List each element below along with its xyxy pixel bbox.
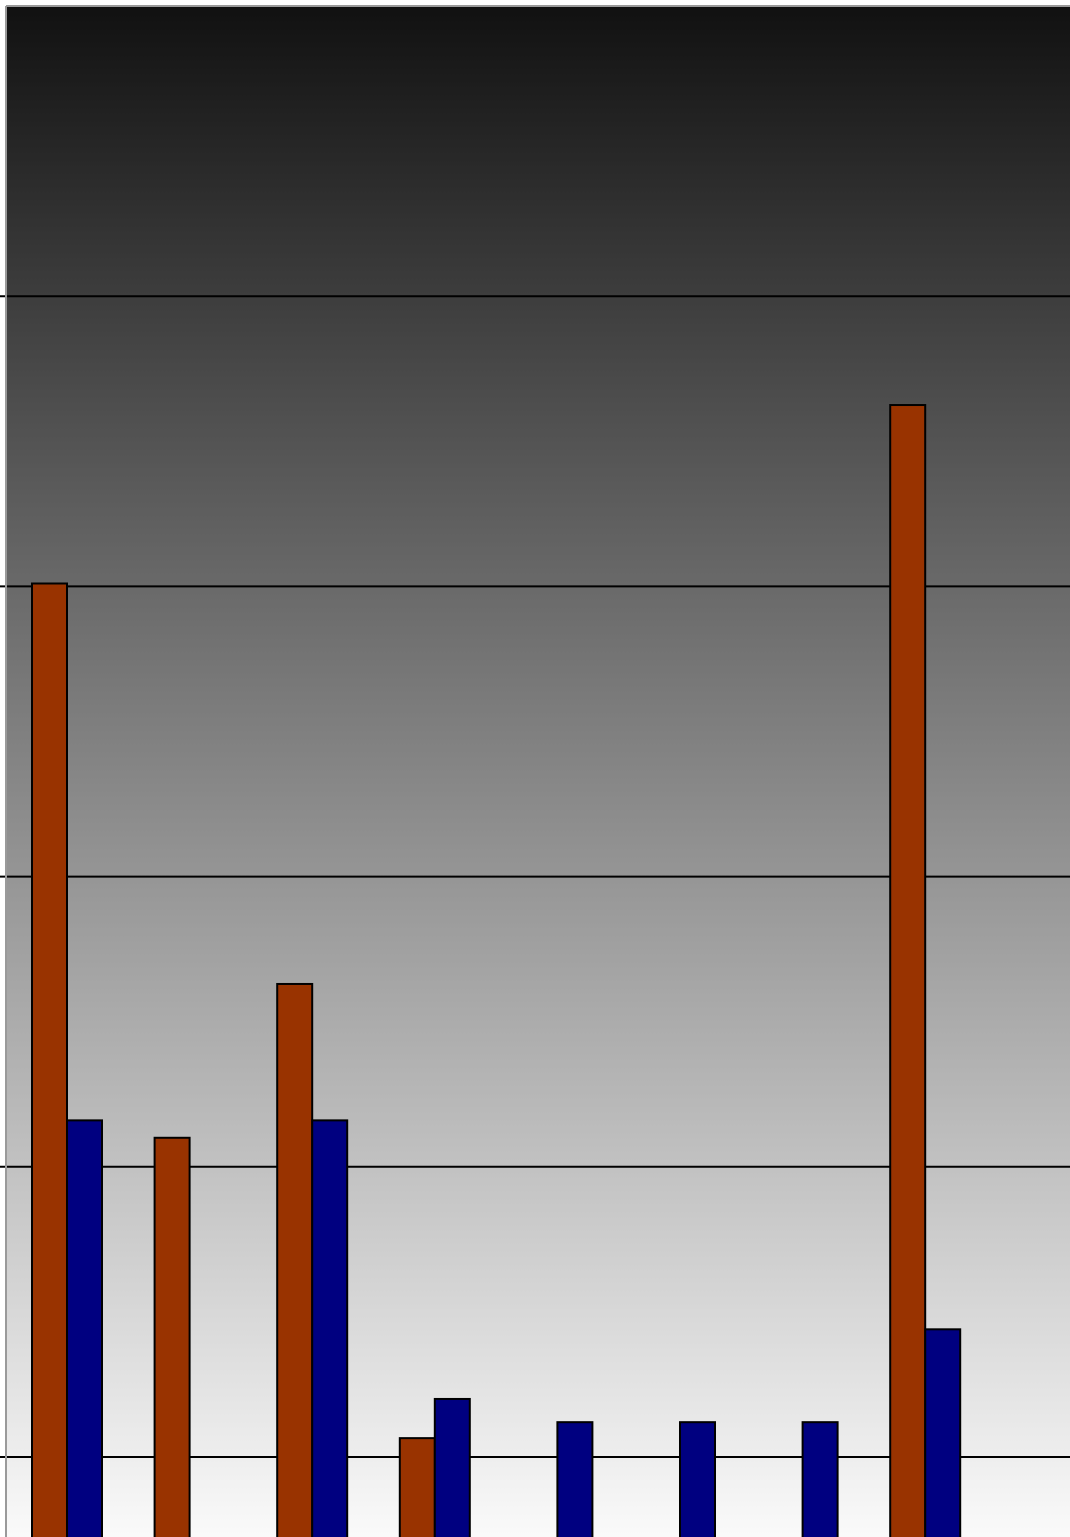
bar-series-2-category-8 <box>924 1328 962 1537</box>
bar-series-2-category-7 <box>801 1421 839 1537</box>
bar-series-1-category-8 <box>889 404 927 1537</box>
bar-series-1-category-2 <box>153 1136 191 1537</box>
bars <box>31 404 962 1537</box>
bar-series-2-category-1 <box>66 1119 103 1537</box>
bar-series-2-category-5 <box>556 1421 594 1537</box>
bar-series-2-category-3 <box>311 1119 349 1537</box>
bar-series-1-category-1 <box>31 582 68 1537</box>
bar-series-1-category-4 <box>398 1437 436 1537</box>
bar-series-2-category-6 <box>679 1421 716 1537</box>
bar-series-2-category-4 <box>433 1397 471 1537</box>
bar-series-1-category-3 <box>276 982 314 1537</box>
